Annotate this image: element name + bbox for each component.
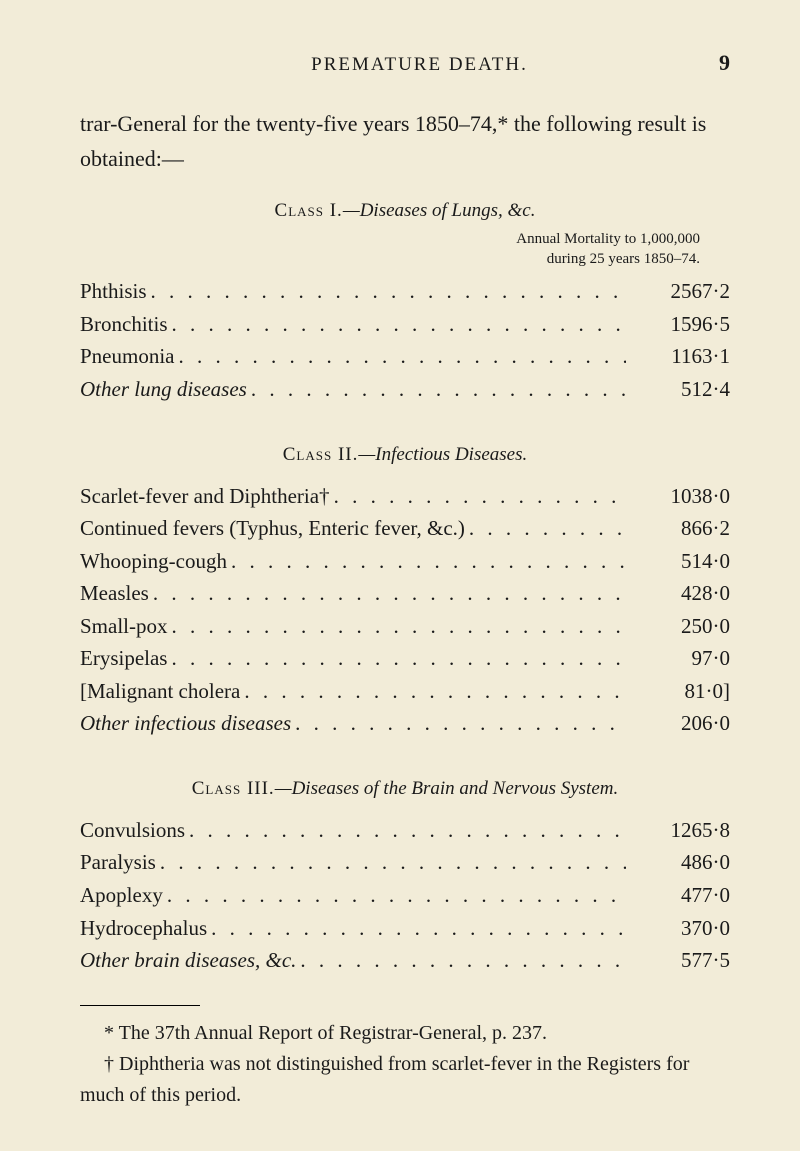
- row-value: 81·0]: [630, 675, 730, 708]
- class-1-heading: Class I.—Diseases of Lungs, &c.: [80, 200, 730, 222]
- page-number: 9: [719, 50, 730, 76]
- row-label: Hydrocephalus: [80, 912, 207, 945]
- leader-dots: . . . . . . . . . . . . . . . . . . . . …: [179, 340, 627, 373]
- row-label: Erysipelas: [80, 642, 167, 675]
- row-value: 512·4: [630, 373, 730, 406]
- header: PREMATURE DEATH. 9: [80, 50, 730, 76]
- row-value: 428·0: [630, 577, 730, 610]
- data-row: Phthisis . . . . . . . . . . . . . . . .…: [80, 275, 730, 308]
- leader-dots: . . . . . . . . . . . . . . . . . . . . …: [295, 707, 626, 740]
- row-value: 206·0: [630, 707, 730, 740]
- annual-mortality-note: Annual Mortality to 1,000,000 during 25 …: [80, 230, 700, 269]
- row-value: 2567·2: [630, 275, 730, 308]
- leader-dots: . . . . . . . . . . . . . . . . . . . . …: [153, 577, 626, 610]
- data-row: Small-pox . . . . . . . . . . . . . . . …: [80, 610, 730, 643]
- row-label: Continued fevers (Typhus, Enteric fever,…: [80, 512, 465, 545]
- row-value: 577·5: [630, 944, 730, 977]
- data-row: [Malignant cholera . . . . . . . . . . .…: [80, 675, 730, 708]
- footnote-2: † Diphtheria was not distinguished from …: [80, 1049, 730, 1111]
- class-3-label: Class III.: [192, 778, 275, 799]
- row-value: 1038·0: [630, 480, 730, 513]
- class-2-label: Class II.: [283, 444, 359, 465]
- row-value: 477·0: [630, 879, 730, 912]
- class-2-heading: Class II.—Infectious Diseases.: [80, 444, 730, 466]
- row-label: Apoplexy: [80, 879, 163, 912]
- data-row: Bronchitis . . . . . . . . . . . . . . .…: [80, 308, 730, 341]
- row-label: [Malignant cholera: [80, 675, 240, 708]
- row-value: 250·0: [630, 610, 730, 643]
- row-value: 866·2: [630, 512, 730, 545]
- data-row: Other lung diseases . . . . . . . . . . …: [80, 373, 730, 406]
- data-row: Other infectious diseases . . . . . . . …: [80, 707, 730, 740]
- running-head: PREMATURE DEATH.: [120, 54, 719, 76]
- row-label: Pneumonia: [80, 340, 175, 373]
- data-row: Pneumonia . . . . . . . . . . . . . . . …: [80, 340, 730, 373]
- row-label: Other brain diseases, &c.: [80, 944, 296, 977]
- data-row: Measles . . . . . . . . . . . . . . . . …: [80, 577, 730, 610]
- row-value: 370·0: [630, 912, 730, 945]
- footnotes: * The 37th Annual Report of Registrar-Ge…: [80, 1005, 730, 1111]
- row-label: Paralysis: [80, 846, 156, 879]
- row-label: Convulsions: [80, 814, 185, 847]
- row-value: 486·0: [630, 846, 730, 879]
- data-row: Other brain diseases, &c. . . . . . . . …: [80, 944, 730, 977]
- row-value: 1596·5: [630, 308, 730, 341]
- row-value: 97·0: [630, 642, 730, 675]
- data-row: Paralysis . . . . . . . . . . . . . . . …: [80, 846, 730, 879]
- data-row: Scarlet-fever and Diphtheria† . . . . . …: [80, 480, 730, 513]
- class-3-title: —Diseases of the Brain and Nervous Syste…: [275, 778, 619, 799]
- class-1-title: —Diseases of Lungs, &c.: [343, 200, 536, 221]
- data-row: Convulsions . . . . . . . . . . . . . . …: [80, 814, 730, 847]
- leader-dots: . . . . . . . . . . . . . . . . . . . . …: [151, 275, 626, 308]
- row-label: Other infectious diseases: [80, 707, 291, 740]
- row-label: Phthisis: [80, 275, 147, 308]
- leader-dots: . . . . . . . . . . . . . . . . . . . . …: [167, 879, 626, 912]
- data-row: Hydrocephalus . . . . . . . . . . . . . …: [80, 912, 730, 945]
- class-1-rows: Phthisis . . . . . . . . . . . . . . . .…: [80, 275, 730, 405]
- leader-dots: . . . . . . . . . . . . . . . . . . . . …: [211, 912, 626, 945]
- data-row: Apoplexy . . . . . . . . . . . . . . . .…: [80, 879, 730, 912]
- leader-dots: . . . . . . . . . . . . . . . . . . . . …: [172, 308, 627, 341]
- row-label: Other lung diseases: [80, 373, 247, 406]
- intro-paragraph: trar-General for the twenty-five years 1…: [80, 106, 730, 176]
- row-label: Measles: [80, 577, 149, 610]
- data-row: Erysipelas . . . . . . . . . . . . . . .…: [80, 642, 730, 675]
- row-value: 1265·8: [630, 814, 730, 847]
- leader-dots: . . . . . . . . . . . . . . . . . . . . …: [189, 814, 626, 847]
- data-row: Whooping-cough . . . . . . . . . . . . .…: [80, 545, 730, 578]
- leader-dots: . . . . . . . . . . . . . . . . . . . . …: [160, 846, 626, 879]
- class-2-rows: Scarlet-fever and Diphtheria† . . . . . …: [80, 480, 730, 740]
- row-label: Small-pox: [80, 610, 168, 643]
- row-label: Whooping-cough: [80, 545, 227, 578]
- leader-dots: . . . . . . . . . . . . . . . . . . . . …: [172, 610, 627, 643]
- leader-dots: . . . . . . . . . . . . . . . . . . . . …: [171, 642, 626, 675]
- leader-dots: . . . . . . . . . . . . . . . . . . . . …: [251, 373, 626, 406]
- page: PREMATURE DEATH. 9 trar-General for the …: [0, 0, 800, 1151]
- annual-line-2: during 25 years 1850–74.: [547, 251, 700, 267]
- leader-dots: . . . . . . . . . . . . . . . . . . . . …: [231, 545, 626, 578]
- leader-dots: . . . . . . . . . . . . . . . . . . . . …: [300, 944, 626, 977]
- annual-line-1: Annual Mortality to 1,000,000: [516, 231, 700, 247]
- class-1-label: Class I.: [275, 200, 343, 221]
- class-3-heading: Class III.—Diseases of the Brain and Ner…: [80, 778, 730, 800]
- row-value: 1163·1: [630, 340, 730, 373]
- footnote-1: * The 37th Annual Report of Registrar-Ge…: [80, 1018, 730, 1049]
- data-row: Continued fevers (Typhus, Enteric fever,…: [80, 512, 730, 545]
- leader-dots: . . . . . . . . . . . . . . . . . . . . …: [334, 480, 626, 513]
- class-2-title: —Infectious Diseases.: [358, 444, 527, 465]
- leader-dots: . . . . . . . . . . . . . . . . . . . . …: [469, 512, 626, 545]
- leader-dots: . . . . . . . . . . . . . . . . . . . . …: [244, 675, 626, 708]
- row-label: Scarlet-fever and Diphtheria†: [80, 480, 330, 513]
- row-value: 514·0: [630, 545, 730, 578]
- row-label: Bronchitis: [80, 308, 168, 341]
- class-3-rows: Convulsions . . . . . . . . . . . . . . …: [80, 814, 730, 977]
